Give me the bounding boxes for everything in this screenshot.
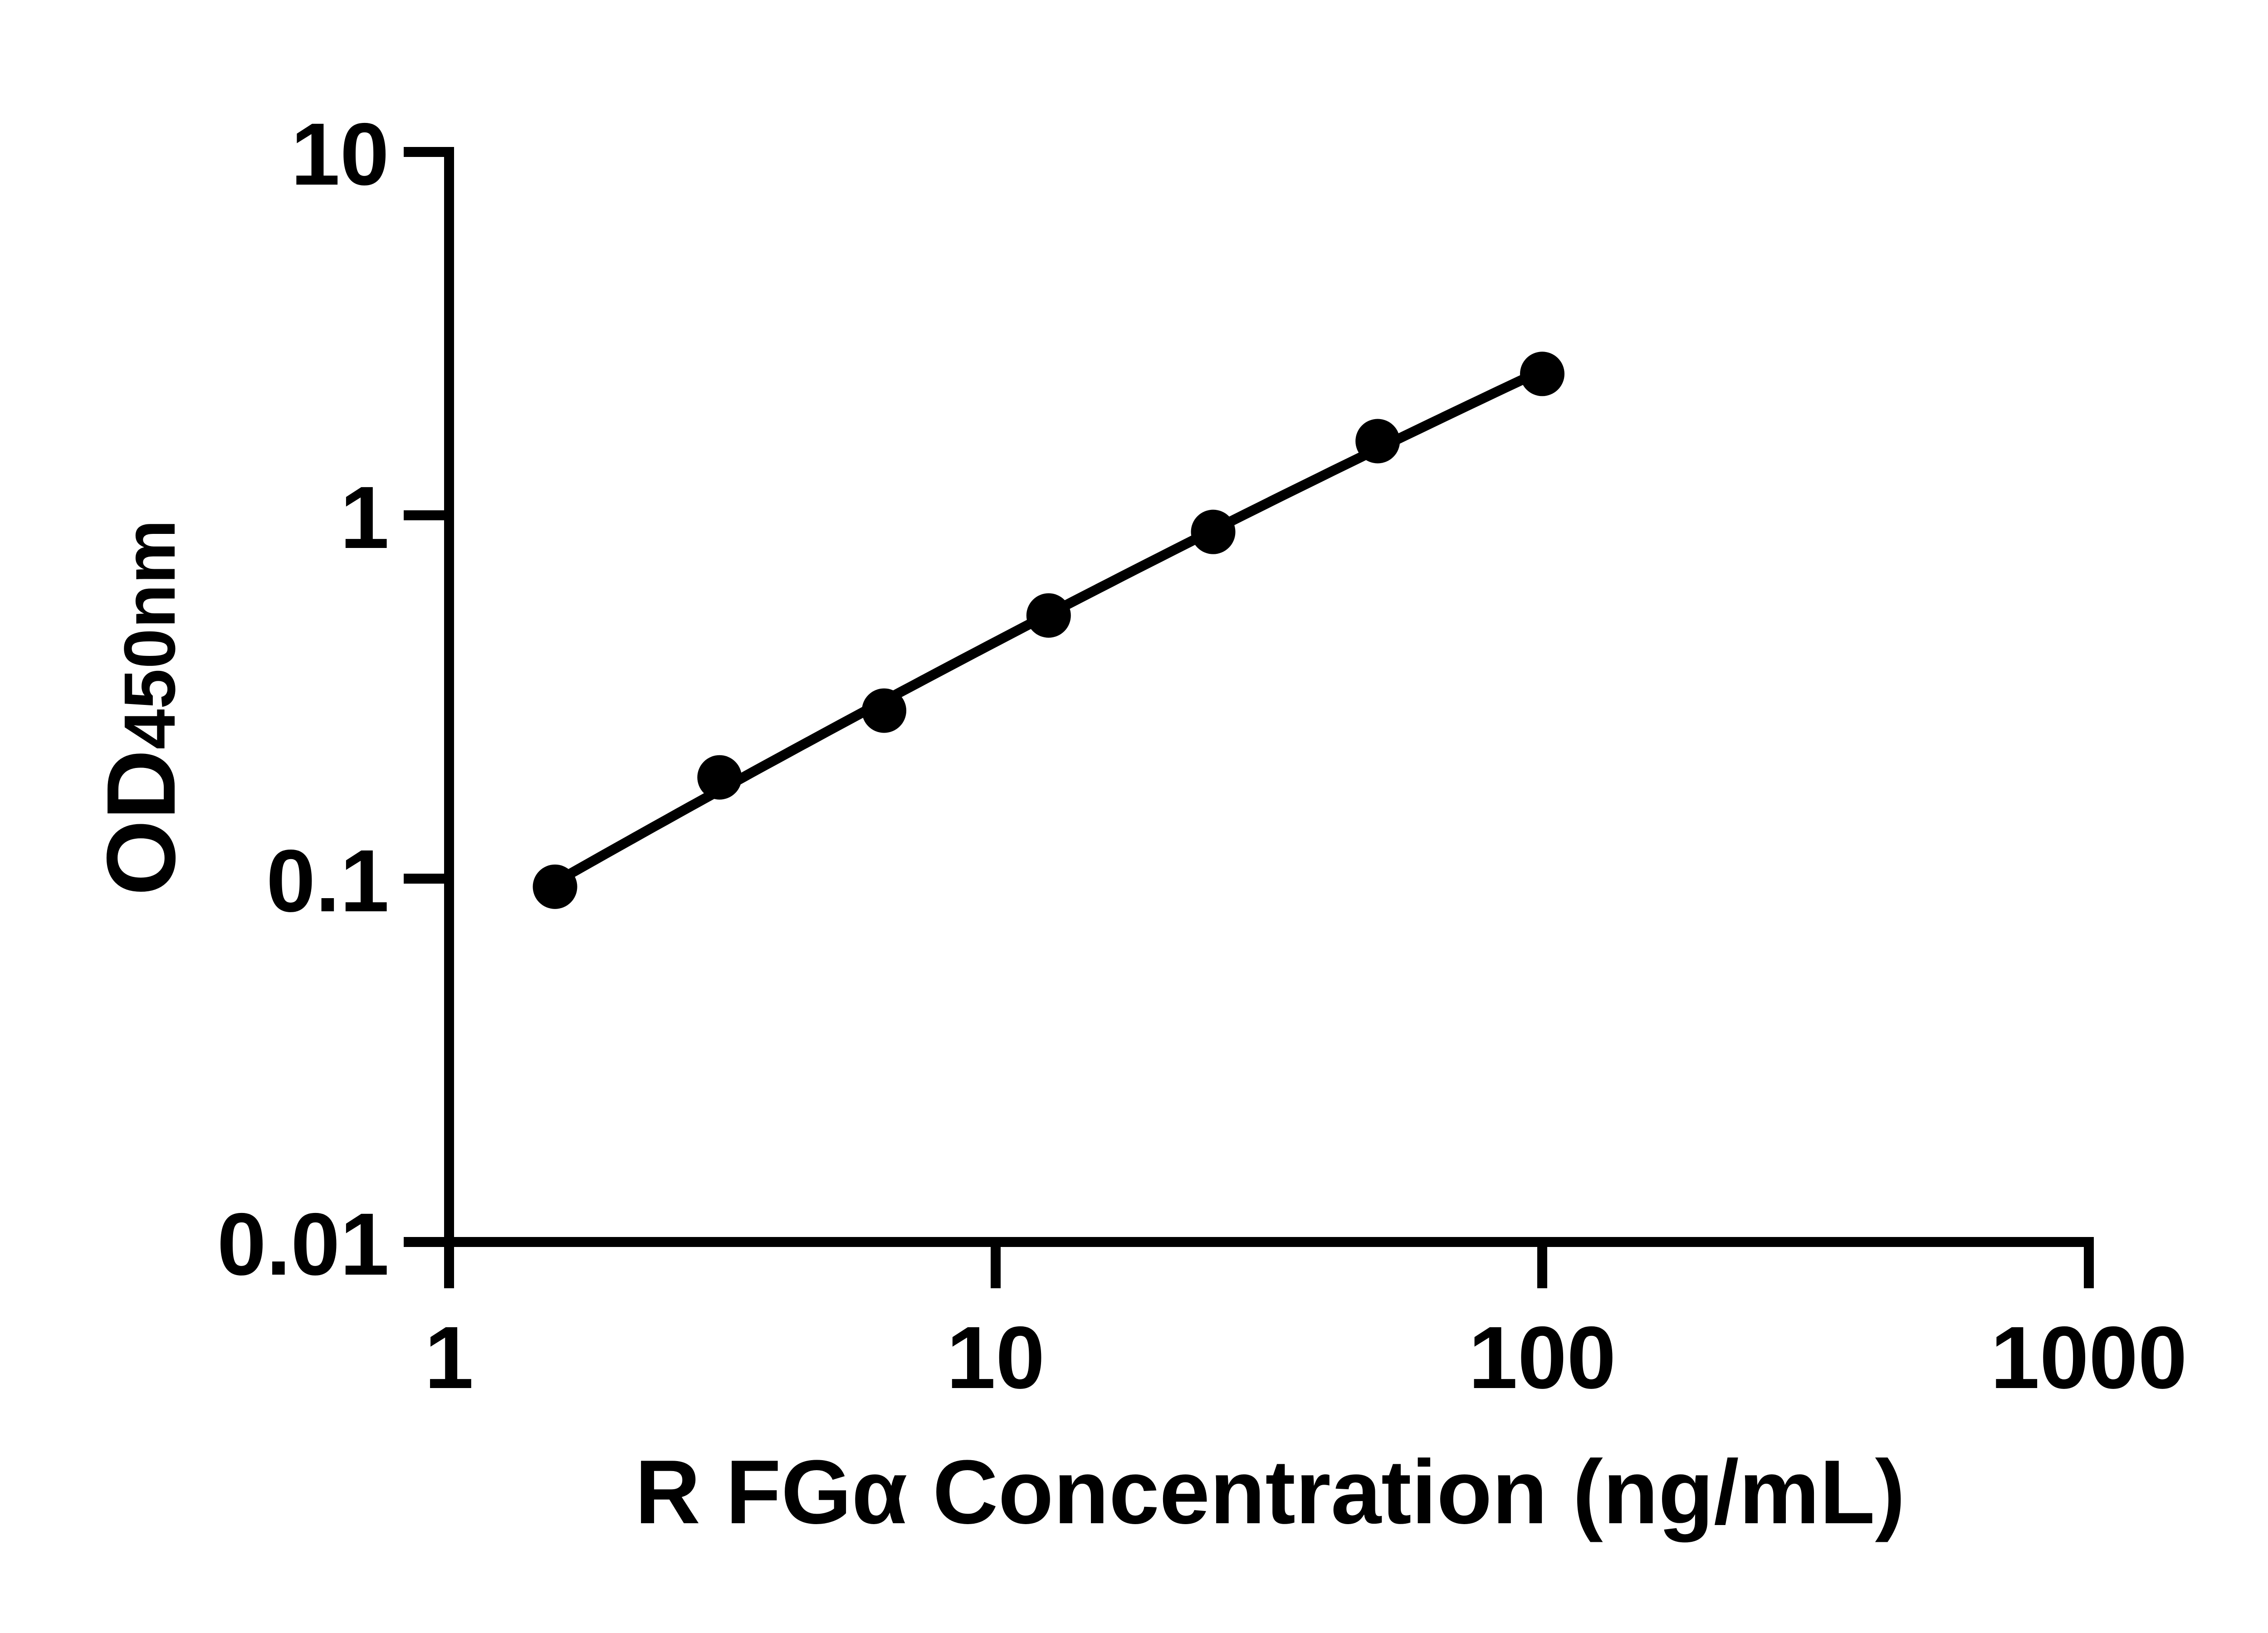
axis-ticks [404,147,2094,1288]
y-axis-title: OD450nm [86,519,196,895]
x-tick-label: 1 [425,1308,474,1407]
data-points-group [533,352,1564,909]
x-tick-label: 100 [1468,1308,1616,1407]
data-point [1026,593,1071,638]
y-tick-label: 10 [291,105,389,204]
data-point [533,864,577,909]
x-tick-label: 10 [947,1308,1045,1407]
data-point [697,755,742,800]
x-tick-label: 1000 [1990,1308,2187,1407]
data-point [862,688,907,733]
axis-tick-labels: 10 1 0.1 0.01 1 10 100 1000 [217,105,2187,1407]
data-point [1520,352,1564,396]
y-tick-label: 0.1 [266,831,389,930]
y-tick-label: 0.01 [217,1195,389,1294]
data-point [1355,419,1400,464]
x-axis-title: R FGα Concentration (ng/mL) [635,1442,1906,1543]
y-tick-label: 1 [340,468,389,567]
data-point [1191,509,1236,554]
y-axis-title-main: OD [86,749,196,896]
y-axis-title-subscript: 450nm [109,519,190,749]
axes [444,147,2094,1247]
